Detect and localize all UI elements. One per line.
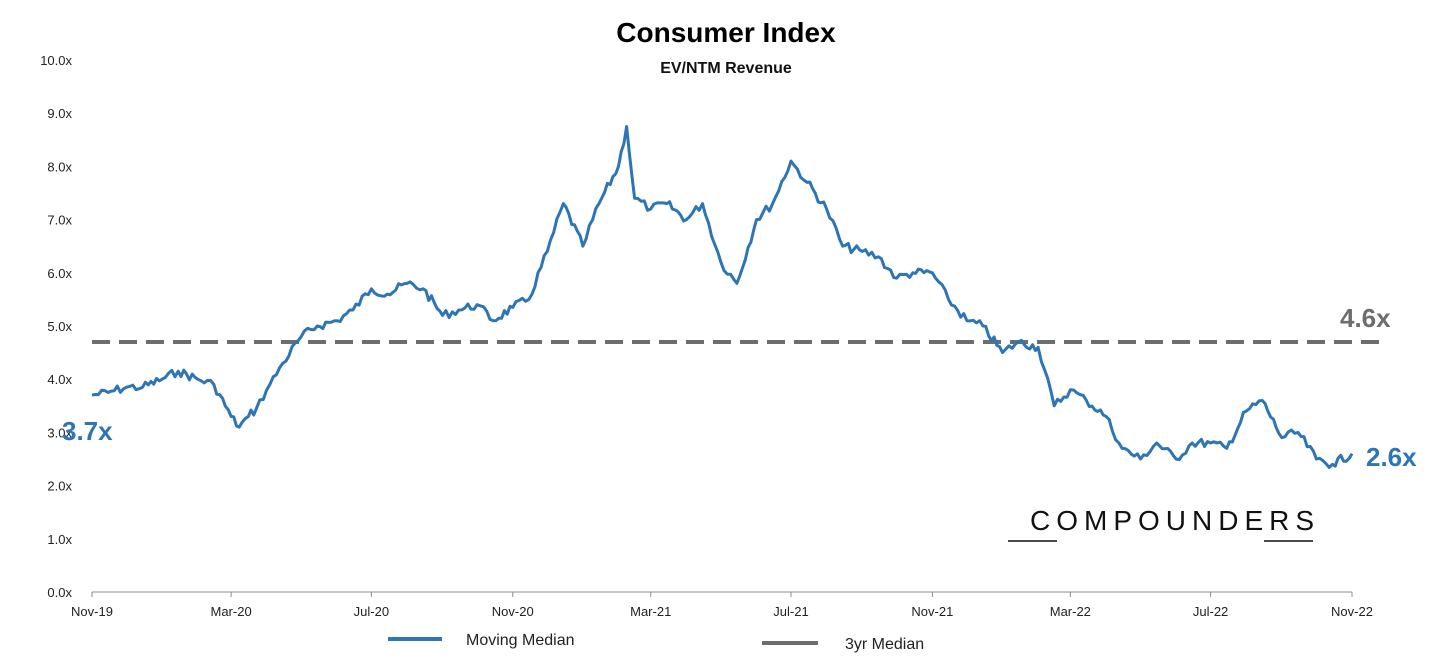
chart-title: Consumer Index [616, 17, 836, 48]
y-tick-label: 10.0x [40, 53, 72, 68]
chart-subtitle: EV/NTM Revenue [660, 60, 792, 77]
x-tick-label: Nov-20 [492, 604, 534, 619]
x-tick-label: Nov-21 [911, 604, 953, 619]
x-tick-label: Mar-22 [1050, 604, 1091, 619]
y-tick-label: 6.0x [47, 266, 72, 281]
median-value-callout: 4.6x [1340, 303, 1391, 333]
x-axis: Nov-19 Mar-20 Jul-20 Nov-20 Mar-21 Jul-21 Nov-… [71, 591, 1373, 619]
moving-median-line [91, 125, 1354, 469]
x-tick-label: Jul-21 [773, 604, 808, 619]
legend-label-3yr-median: 3yr Median [845, 636, 924, 653]
y-tick-label: 9.0x [47, 106, 72, 121]
x-tick-label: Jul-20 [354, 604, 389, 619]
end-value-callout: 2.6x [1366, 442, 1417, 472]
y-tick-label: 2.0x [47, 479, 72, 494]
y-axis: 0.0x 1.0x 2.0x 3.0x 4.0x 5.0x 6.0x 7.0x 8.0x 9.0x… [40, 53, 72, 600]
y-tick-label: 4.0x [47, 372, 72, 387]
legend: Moving Median 3yr Median [388, 632, 924, 653]
y-tick-label: 5.0x [47, 319, 72, 334]
y-tick-label: 7.0x [47, 213, 72, 228]
x-tick-label: Mar-21 [630, 604, 671, 619]
legend-label-moving-median: Moving Median [466, 632, 575, 649]
x-tick-label: Jul-22 [1193, 604, 1228, 619]
y-tick-label: 0.0x [47, 585, 72, 600]
y-tick-label: 1.0x [47, 532, 72, 547]
x-tick-label: Nov-19 [71, 604, 113, 619]
x-tick-label: Nov-22 [1331, 604, 1373, 619]
y-tick-label: 8.0x [47, 159, 72, 174]
y-tick-label: 3.0x [47, 425, 72, 440]
x-tick-label: Mar-20 [211, 604, 252, 619]
watermark-text: COMPOUNDERS [1030, 505, 1320, 536]
start-value-callout: 3.7x [62, 416, 113, 446]
compounders-watermark: COMPOUNDERS [1008, 505, 1320, 542]
